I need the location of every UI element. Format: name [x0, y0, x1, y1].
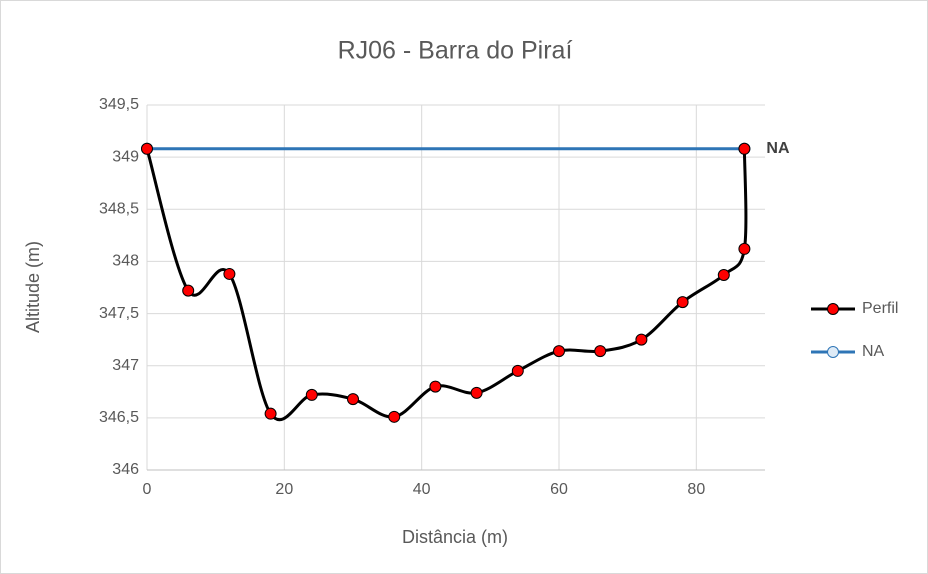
- annotation: NA: [766, 140, 790, 157]
- marker: [347, 393, 359, 406]
- y-tick-label: 349,5: [99, 96, 139, 113]
- marker: [223, 267, 236, 280]
- marker: [553, 345, 565, 358]
- marker: [182, 284, 195, 297]
- x-tick-label: 40: [413, 481, 431, 498]
- marker: [141, 142, 153, 155]
- x-tick-label: 80: [687, 481, 705, 498]
- marker: [470, 386, 483, 399]
- marker: [305, 388, 318, 401]
- marker: [388, 410, 401, 423]
- y-axis-title: Altitude (m): [23, 241, 43, 333]
- y-tick-label: 347,5: [99, 305, 139, 322]
- marker: [738, 242, 751, 255]
- legend-marker: [827, 346, 839, 358]
- y-tick-label: 346,5: [99, 409, 139, 426]
- marker: [429, 380, 442, 393]
- marker: [511, 364, 524, 377]
- marker: [717, 268, 730, 281]
- x-axis-title: Distância (m): [402, 527, 508, 547]
- marker: [676, 296, 689, 309]
- y-tick-label: 346: [112, 461, 139, 478]
- marker: [264, 407, 277, 420]
- x-tick-label: 20: [275, 481, 293, 498]
- legend-label: Perfil: [862, 300, 898, 317]
- marker: [738, 142, 751, 155]
- y-tick-label: 348: [112, 253, 139, 270]
- x-tick-label: 0: [143, 481, 152, 498]
- chart-title: RJ06 - Barra do Piraí: [338, 37, 573, 65]
- marker: [635, 333, 648, 346]
- legend-marker: [827, 303, 839, 315]
- y-tick-label: 347: [112, 357, 139, 374]
- marker: [594, 345, 607, 358]
- legend-label: NA: [862, 343, 885, 360]
- y-tick-label: 349: [112, 148, 139, 165]
- x-tick-label: 60: [550, 481, 568, 498]
- y-tick-label: 348,5: [99, 201, 139, 218]
